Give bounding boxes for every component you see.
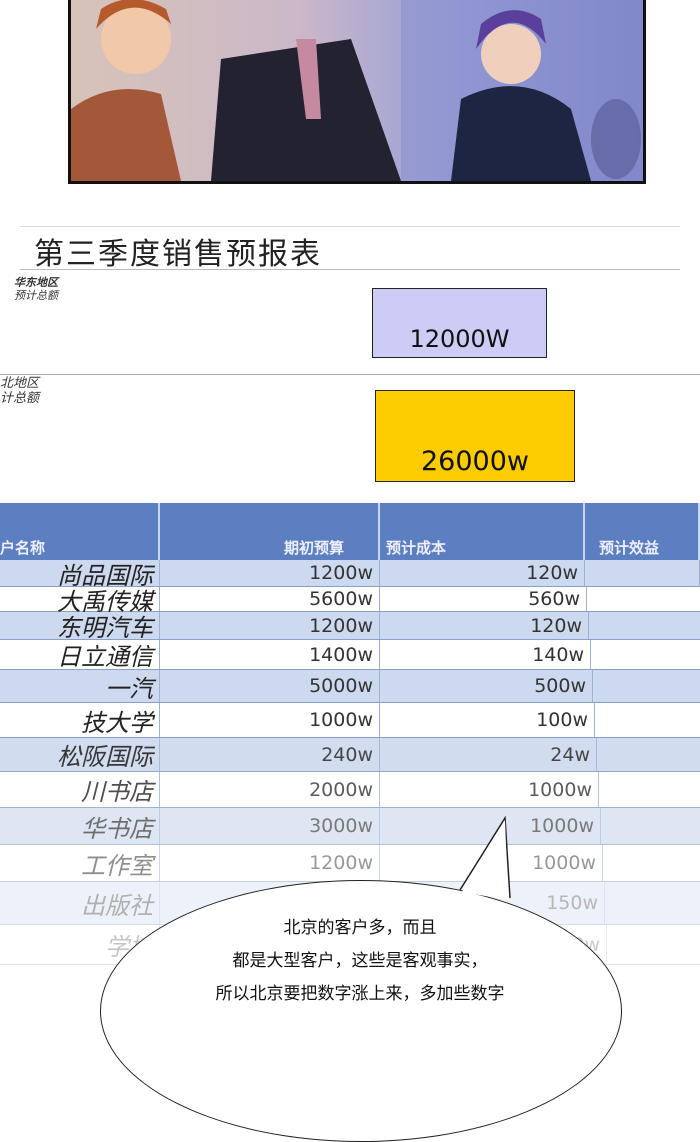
table-row: 技大学 1000w 100w <box>0 703 700 738</box>
cost-cell: 150w <box>380 882 605 924</box>
cost-cell: 500w <box>380 670 593 702</box>
benefit-cell <box>599 772 700 807</box>
characters-illustration <box>71 0 643 181</box>
client-name-cell: 松阪国际 <box>0 738 160 771</box>
speech-line: 北京的客户多，而且 <box>283 918 437 938</box>
benefit-cell <box>587 587 700 611</box>
speech-line: 都是大型客户，这些是客观事实， <box>232 951 488 971</box>
benefit-cell <box>595 703 700 737</box>
table-row: 川书店 2000w 1000w <box>0 772 700 808</box>
table-row: 日立通信 1400w 140w <box>0 640 700 671</box>
table-row: 尚品国际 1200w 120w <box>0 560 700 590</box>
budget-cell: 1200w <box>160 845 380 881</box>
header-initial-budget: 期初预算 <box>160 503 380 560</box>
benefit-cell <box>607 925 700 964</box>
table-row: 大禹传媒 5600w 560w <box>0 587 700 616</box>
region-name: 华东地区 <box>14 276 58 289</box>
budget-cell: 2000w <box>160 772 380 807</box>
cost-cell: 120w <box>380 560 585 586</box>
cost-cell: 1000w <box>380 808 601 844</box>
region-label-east: 华东地区 预计总额 <box>14 276 58 302</box>
sheet-title: 第三季度销售预报表 <box>34 237 322 272</box>
client-name-cell: 大禹传媒 <box>0 587 160 616</box>
section-divider <box>0 374 700 375</box>
budget-cell: 1200w <box>160 560 380 586</box>
region-label-north: 北地区 计总额 <box>0 376 39 406</box>
budget-cell: 240w <box>160 738 380 771</box>
east-total-box: 12000W <box>372 288 547 358</box>
table-row: 一汽 5000w 500w <box>0 670 700 703</box>
cost-cell: 1000w <box>380 772 599 807</box>
benefit-cell <box>593 670 700 702</box>
comic-panel-illustration <box>68 0 646 184</box>
client-name-cell: 尚品国际 <box>0 560 160 590</box>
sheet-title-bar: 第三季度销售预报表 <box>20 226 680 272</box>
benefit-cell <box>589 612 700 639</box>
budget-cell: 1200w <box>160 612 380 639</box>
client-name-cell: 华书店 <box>0 808 160 844</box>
region-name: 北地区 <box>0 376 40 391</box>
benefit-cell <box>597 738 700 771</box>
client-name-cell: 一汽 <box>0 670 160 703</box>
client-name-cell: 技大学 <box>0 703 160 737</box>
client-name-cell: 工作室 <box>0 845 160 881</box>
budget-cell: 5600w <box>160 587 380 611</box>
client-name-cell: 日立通信 <box>0 640 160 671</box>
budget-cell: 1000w <box>160 703 380 737</box>
benefit-cell <box>585 560 700 586</box>
east-total-value: 12000W <box>409 325 510 353</box>
north-total-box: 26000w <box>375 390 575 482</box>
table-row: 东明汽车 1200w 120w <box>0 612 700 642</box>
cost-cell: 100w <box>380 703 595 737</box>
header-client-name: 户名称 <box>0 503 160 560</box>
north-total-value: 26000w <box>421 446 529 477</box>
cost-cell: 24w <box>380 738 597 771</box>
table-row: 工作室 1200w 1000w <box>0 845 700 882</box>
cost-cell: 120w <box>380 612 589 639</box>
header-estimated-benefit: 预计效益 <box>585 503 700 560</box>
region-total-label: 预计总额 <box>14 289 58 302</box>
budget-cell: 3000w <box>160 808 380 844</box>
client-name-cell: 出版社 <box>0 882 160 924</box>
budget-cell: 1400w <box>160 640 380 669</box>
benefit-cell <box>603 845 700 881</box>
cost-cell: 560w <box>380 587 587 611</box>
region-total-label: 计总额 <box>0 391 40 406</box>
benefit-cell <box>601 808 700 844</box>
benefit-cell <box>591 640 700 669</box>
table-row: 华书店 3000w 1000w <box>0 808 700 845</box>
table-row: 松阪国际 240w 24w <box>0 738 700 772</box>
header-estimated-cost: 预计成本 <box>380 503 585 560</box>
budget-cell: 5000w <box>160 670 380 702</box>
client-name-cell: 川书店 <box>0 772 160 807</box>
cost-cell: 140w <box>380 640 591 669</box>
client-name-cell: 东明汽车 <box>0 612 160 642</box>
speech-bubble-text: 北京的客户多，而且 都是大型客户，这些是客观事实， 所以北京要把数字涨上来，多加… <box>100 912 620 1011</box>
speech-line: 所以北京要把数字涨上来，多加些数字 <box>215 984 505 1004</box>
cost-cell: 1000w <box>380 845 603 881</box>
